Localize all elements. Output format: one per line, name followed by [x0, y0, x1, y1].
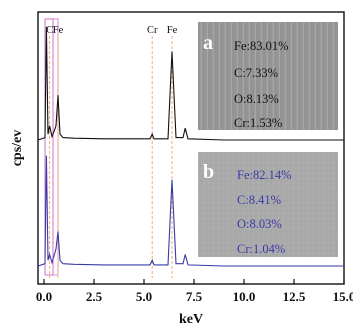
inset-b-c: C:8.41%: [237, 193, 281, 207]
peak-label-1: C: [46, 25, 53, 36]
x-axis: 0.0 2.5 5.0 7.5 10.0 12.5 15.0: [36, 279, 353, 304]
inset-b: b Fe:82.14% C:8.41% O:8.03% Cr:1.04%: [198, 152, 338, 257]
peak-label-2: Fe: [53, 25, 64, 36]
x-tick-label-3: 5.0: [136, 289, 152, 304]
y-axis-title: cps/ev: [10, 130, 25, 167]
peak-labels: C Fe Cr Fe: [46, 25, 177, 36]
inset-a-fe: Fe:83.01%: [234, 39, 289, 53]
inset-b-cr: Cr:1.04%: [237, 242, 285, 256]
x-axis-title: keV: [179, 312, 203, 327]
spectra: [37, 26, 344, 267]
inset-b-letter: b: [203, 161, 214, 183]
inset-b-fe: Fe:82.14%: [237, 168, 292, 182]
spectrum-line-1: [37, 26, 344, 141]
x-tick-label-4: 7.5: [186, 289, 203, 304]
x-tick-label-2: 2.5: [86, 289, 103, 304]
plot-frame: [37, 11, 345, 285]
inset-b-image: [198, 152, 338, 257]
x-tick-label-1: 0.0: [36, 289, 52, 304]
inset-a-cr: Cr:1.53%: [234, 116, 282, 130]
inset-a-c: C:7.33%: [234, 66, 278, 80]
x-tick-label-7: 15.0: [333, 289, 353, 304]
inset-a: a Fe:83.01% C:7.33% O:8.13% Cr:1.53%: [198, 22, 338, 130]
inset-a-image: [198, 22, 338, 130]
peak-label-4: Fe: [167, 25, 178, 36]
peak-label-3: Cr: [147, 25, 158, 36]
inset-a-letter: a: [203, 32, 213, 54]
spectrum-line-2: [37, 155, 344, 267]
x-tick-label-6: 12.5: [283, 289, 306, 304]
inset-a-o: O:8.13%: [234, 92, 279, 106]
peak-guide-lines: [49, 36, 173, 278]
inset-b-o: O:8.03%: [237, 217, 282, 231]
x-tick-label-5: 10.0: [233, 289, 256, 304]
